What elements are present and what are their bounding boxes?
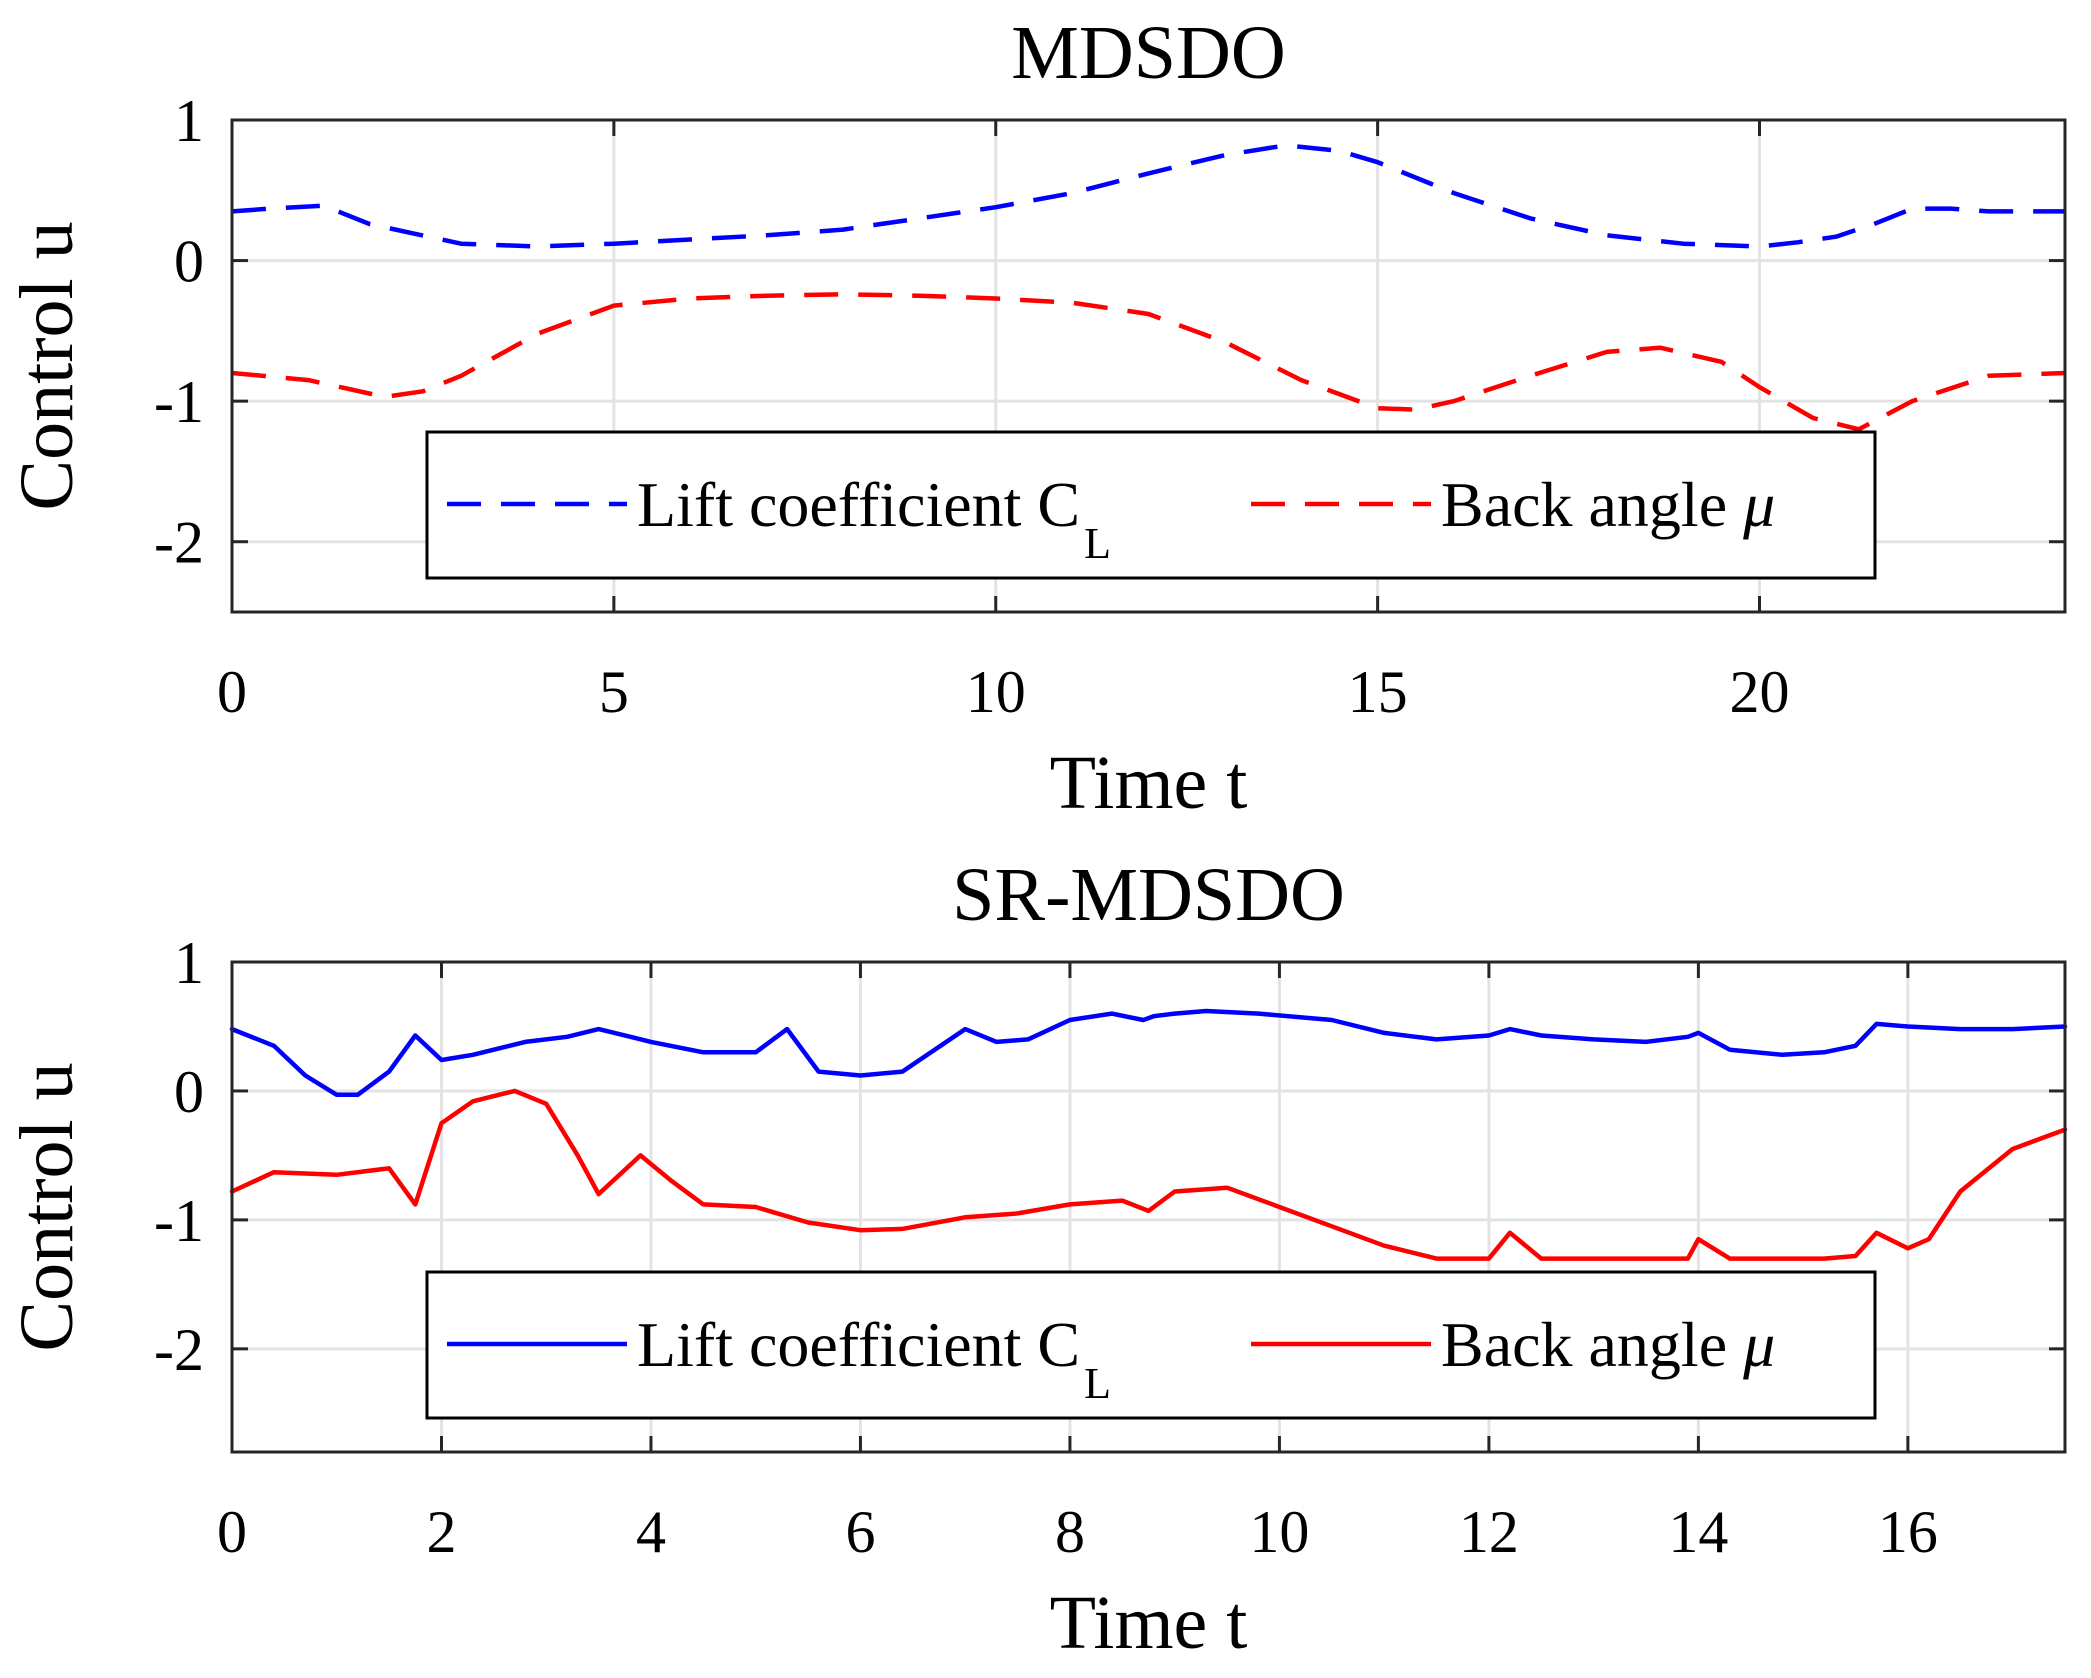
legend: Lift coefficient CL Back angle μ [425,430,1877,580]
y-tick-label: 1 [174,930,204,996]
series-line-back-angle [231,292,2066,432]
legend-label-text: Back angle [1441,1309,1743,1380]
x-tick-label: 6 [845,1499,875,1565]
x-tick-label: 10 [966,659,1026,725]
y-tick-label: -1 [154,1188,204,1254]
chart-title: MDSDO [1011,11,1286,95]
axes-box [230,118,2067,614]
x-tick-label: 2 [426,1499,456,1565]
legend-box [425,430,1877,580]
legend: Lift coefficient CL Back angle μ [425,1270,1877,1420]
legend-label-lift-coefficient: Lift coefficient CL [637,1309,1111,1408]
x-tick-label: 12 [1459,1499,1519,1565]
x-tick-label: 0 [217,1499,247,1565]
chart-title: SR-MDSDO [952,853,1345,937]
x-tick-label: 10 [1249,1499,1309,1565]
legend-label-subscript: L [1084,1359,1111,1408]
x-tick-label: 4 [636,1499,666,1565]
x-tick-label: 0 [217,659,247,725]
x-tick-label: 5 [599,659,629,725]
x-axis-label: Time t [1050,1581,1248,1665]
y-axis-label: Control u [5,221,89,510]
legend-label-subscript: L [1084,519,1111,568]
legend-label-back-angle: Back angle μ [1441,469,1775,540]
y-tick-label: -2 [154,510,204,576]
series-line-lift-coefficient [229,1008,2068,1098]
series-line-lift-coefficient [231,143,2065,249]
legend-box [425,1270,1877,1420]
x-tick-label: 15 [1348,659,1408,725]
legend-label-lift-coefficient: Lift coefficient CL [637,469,1111,568]
y-axis-label: Control u [5,1062,89,1351]
legend-label-text: Lift coefficient C [637,469,1080,540]
series-line-back-angle [229,1088,2068,1261]
legend-label-text: Back angle [1441,469,1743,540]
legend-label-symbol: μ [1742,1309,1775,1380]
y-tick-label: -1 [154,369,204,435]
legend-label-back-angle: Back angle μ [1441,1309,1775,1380]
x-tick-label: 8 [1055,1499,1085,1565]
x-tick-label: 20 [1730,659,1790,725]
y-tick-label: 0 [174,1059,204,1125]
x-axis-label: Time t [1050,741,1248,825]
legend-label-symbol: μ [1742,469,1775,540]
axes-box [230,960,2067,1454]
y-tick-label: 0 [174,229,204,295]
x-tick-label: 14 [1668,1499,1728,1565]
y-tick-label: -2 [154,1317,204,1383]
y-tick-label: 1 [174,88,204,154]
legend-label-text: Lift coefficient C [637,1309,1080,1380]
x-tick-label: 16 [1878,1499,1938,1565]
